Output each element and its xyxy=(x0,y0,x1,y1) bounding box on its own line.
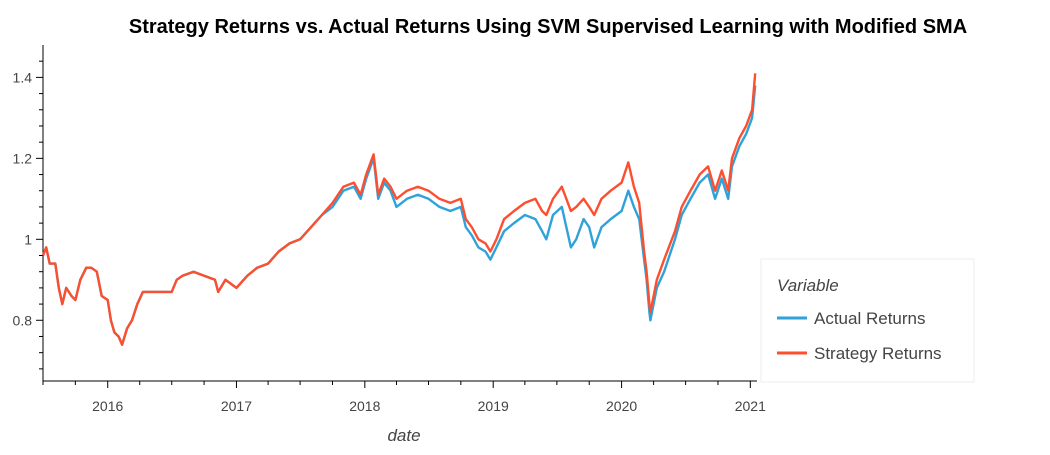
legend[interactable]: Variable Actual Returns Strategy Returns xyxy=(760,258,975,383)
legend-title: Variable xyxy=(777,276,839,295)
legend-label: Strategy Returns xyxy=(814,344,942,363)
legend-box xyxy=(760,258,975,383)
x-tick-label: 2021 xyxy=(735,398,766,414)
x-tick-label: 2018 xyxy=(349,398,380,414)
y-tick-label: 0.8 xyxy=(13,312,33,328)
x-tick-label: 2019 xyxy=(478,398,509,414)
series-line-actual-returns xyxy=(41,85,757,346)
legend-label: Actual Returns xyxy=(814,309,926,328)
axes: 0.8 1 1.2 1.4 2016 2017 2018 2019 2020 2021 xyxy=(13,45,766,414)
x-tick-label: 2017 xyxy=(221,398,252,414)
x-tick-label: 2016 xyxy=(92,398,123,414)
legend-items[interactable]: Actual Returns Strategy Returns xyxy=(777,309,942,363)
y-ticks: 0.8 1 1.2 1.4 xyxy=(13,69,43,328)
x-axis-label: date xyxy=(387,426,420,445)
y-tick-label: 1.2 xyxy=(13,150,33,166)
x-tick-label: 2020 xyxy=(606,398,637,414)
chart-title: Strategy Returns vs. Actual Returns Usin… xyxy=(129,16,967,38)
x-ticks: 2016 2017 2018 2019 2020 2021 xyxy=(92,381,766,414)
legend-item[interactable]: Strategy Returns xyxy=(777,344,942,363)
y-minor-ticks xyxy=(39,60,43,370)
y-tick-label: 1.4 xyxy=(13,69,33,85)
series-line-strategy-returns xyxy=(41,73,757,346)
legend-item[interactable]: Actual Returns xyxy=(777,309,926,328)
x-minor-ticks xyxy=(42,381,719,385)
y-tick-label: 1 xyxy=(24,231,32,247)
series-group xyxy=(41,73,757,346)
